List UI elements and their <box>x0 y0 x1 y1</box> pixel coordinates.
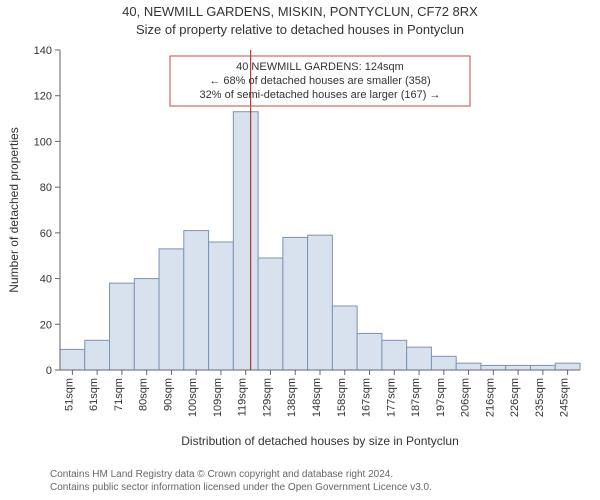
histogram-bar <box>407 347 432 370</box>
y-tick-label: 0 <box>46 365 52 377</box>
x-tick-label: 148sqm <box>311 378 323 417</box>
x-tick-label: 235sqm <box>534 378 546 417</box>
histogram-bar <box>506 365 531 370</box>
footer-text: Contains HM Land Registry data © Crown c… <box>50 468 432 494</box>
histogram-bar <box>382 340 407 370</box>
x-tick-label: 245sqm <box>559 378 571 417</box>
x-tick-label: 51sqm <box>63 378 75 411</box>
y-tick-label: 80 <box>40 182 52 194</box>
y-tick-label: 20 <box>40 319 52 331</box>
chart-container: { "titles": { "line1": "40, NEWMILL GARD… <box>0 0 600 500</box>
x-tick-label: 100sqm <box>187 378 199 417</box>
histogram-bar <box>530 365 555 370</box>
y-tick-label: 40 <box>40 274 52 286</box>
x-tick-label: 129sqm <box>261 378 273 417</box>
histogram-bar <box>134 279 159 370</box>
y-tick-label: 120 <box>34 91 52 103</box>
histogram-bar <box>184 231 209 370</box>
histogram-bar <box>258 258 283 370</box>
x-tick-label: 187sqm <box>410 378 422 417</box>
histogram-bar <box>456 363 481 370</box>
x-tick-label: 216sqm <box>484 378 496 417</box>
histogram-bar <box>233 112 258 370</box>
y-tick-label: 60 <box>40 228 52 240</box>
histogram-bar <box>110 283 135 370</box>
annotation-line: 40 NEWMILL GARDENS: 124sqm <box>236 61 404 73</box>
chart-title-1: 40, NEWMILL GARDENS, MISKIN, PONTYCLUN, … <box>122 4 478 19</box>
x-tick-label: 206sqm <box>460 378 472 417</box>
histogram-bar <box>85 340 110 370</box>
x-tick-label: 177sqm <box>385 378 397 417</box>
histogram-bar <box>357 333 382 370</box>
histogram-bar <box>332 306 357 370</box>
histogram-bar <box>555 363 580 370</box>
y-axis-label: Number of detached properties <box>7 127 21 292</box>
histogram-bar <box>209 242 234 370</box>
x-tick-label: 226sqm <box>509 378 521 417</box>
annotation-line: ← 68% of detached houses are smaller (35… <box>209 75 430 87</box>
histogram-bar <box>283 237 308 370</box>
x-tick-label: 90sqm <box>162 378 174 411</box>
x-tick-label: 71sqm <box>113 378 125 411</box>
x-tick-label: 80sqm <box>138 378 150 411</box>
x-tick-label: 167sqm <box>361 378 373 417</box>
histogram-bar <box>308 235 333 370</box>
x-axis-label: Distribution of detached houses by size … <box>181 434 459 448</box>
x-tick-label: 138sqm <box>286 378 298 417</box>
y-tick-label: 140 <box>34 45 52 57</box>
footer-line-2: Contains public sector information licen… <box>50 481 432 494</box>
histogram-bar <box>431 356 456 370</box>
x-tick-label: 119sqm <box>237 378 249 416</box>
histogram-bar <box>159 249 184 370</box>
x-tick-label: 109sqm <box>212 378 224 417</box>
x-tick-label: 158sqm <box>336 378 348 417</box>
chart-title-2: Size of property relative to detached ho… <box>136 22 464 37</box>
x-tick-label: 197sqm <box>435 378 447 417</box>
annotation-line: 32% of semi-detached houses are larger (… <box>200 89 441 101</box>
y-tick-label: 100 <box>34 136 52 148</box>
x-tick-label: 61sqm <box>88 378 100 411</box>
histogram-bar <box>60 349 85 370</box>
histogram-chart: 40, NEWMILL GARDENS, MISKIN, PONTYCLUN, … <box>0 0 600 500</box>
footer-line-1: Contains HM Land Registry data © Crown c… <box>50 468 432 481</box>
histogram-bar <box>481 365 506 370</box>
